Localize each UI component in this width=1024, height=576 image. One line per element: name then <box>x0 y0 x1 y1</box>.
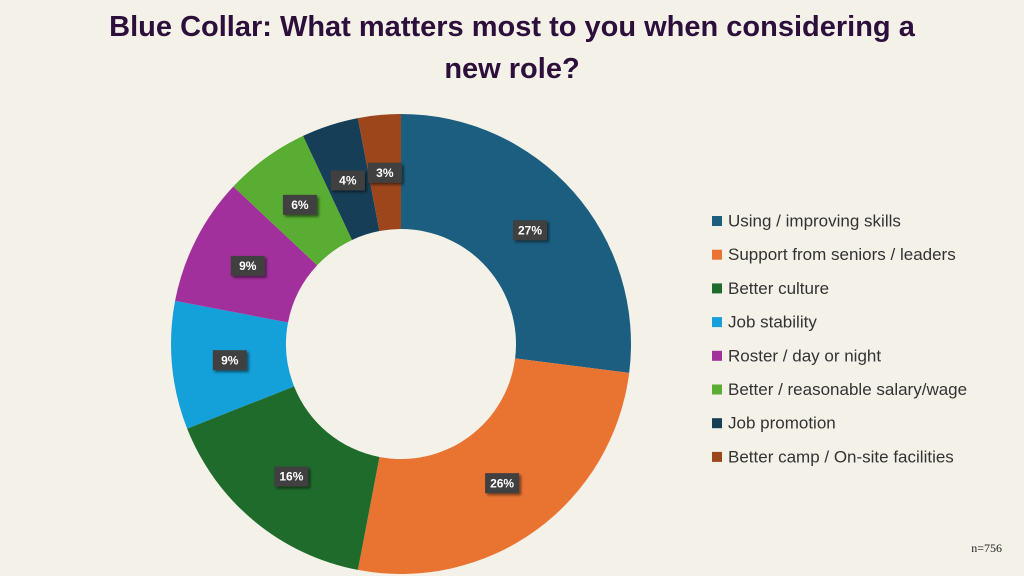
legend-label: Job stability <box>728 313 817 332</box>
legend-label: Support from seniors / leaders <box>728 245 956 264</box>
legend-swatch <box>712 249 722 260</box>
data-label: 3% <box>376 166 394 180</box>
legend-swatch <box>712 384 722 395</box>
legend-label: Better / reasonable salary/wage <box>728 380 967 399</box>
legend-label: Better culture <box>728 279 829 298</box>
data-label-box <box>274 466 309 487</box>
donut-segment <box>401 114 631 373</box>
data-label: 16% <box>279 470 303 484</box>
legend-label: Using / improving skills <box>728 211 901 230</box>
legend-swatch <box>712 350 722 361</box>
legend-swatch <box>712 418 722 429</box>
data-label-box <box>367 162 402 183</box>
data-label-box <box>282 194 317 215</box>
chart-title: Blue Collar: What matters most to you wh… <box>109 11 915 85</box>
legend-swatch <box>712 451 722 462</box>
data-label: 27% <box>518 223 542 237</box>
legend-label: Job promotion <box>728 414 836 433</box>
legend-swatch <box>712 216 722 226</box>
annotation: n=756 <box>971 541 1002 555</box>
data-label: 9% <box>239 259 257 273</box>
legend-label: Roster / day or night <box>728 346 881 365</box>
legend-label: Better camp / On-site facilities <box>728 447 954 466</box>
donut-segment <box>175 186 318 323</box>
data-label-box <box>212 350 247 371</box>
data-label-box <box>330 170 365 191</box>
data-label: 9% <box>221 353 239 367</box>
data-label-box <box>513 220 548 241</box>
data-label: 4% <box>339 174 357 188</box>
data-label-box <box>485 473 520 494</box>
data-label: 6% <box>291 198 309 212</box>
data-label: 26% <box>490 476 514 490</box>
donut-segment <box>357 358 630 574</box>
data-label-box <box>230 255 265 276</box>
legend-swatch <box>712 283 722 294</box>
legend-swatch <box>712 317 722 328</box>
